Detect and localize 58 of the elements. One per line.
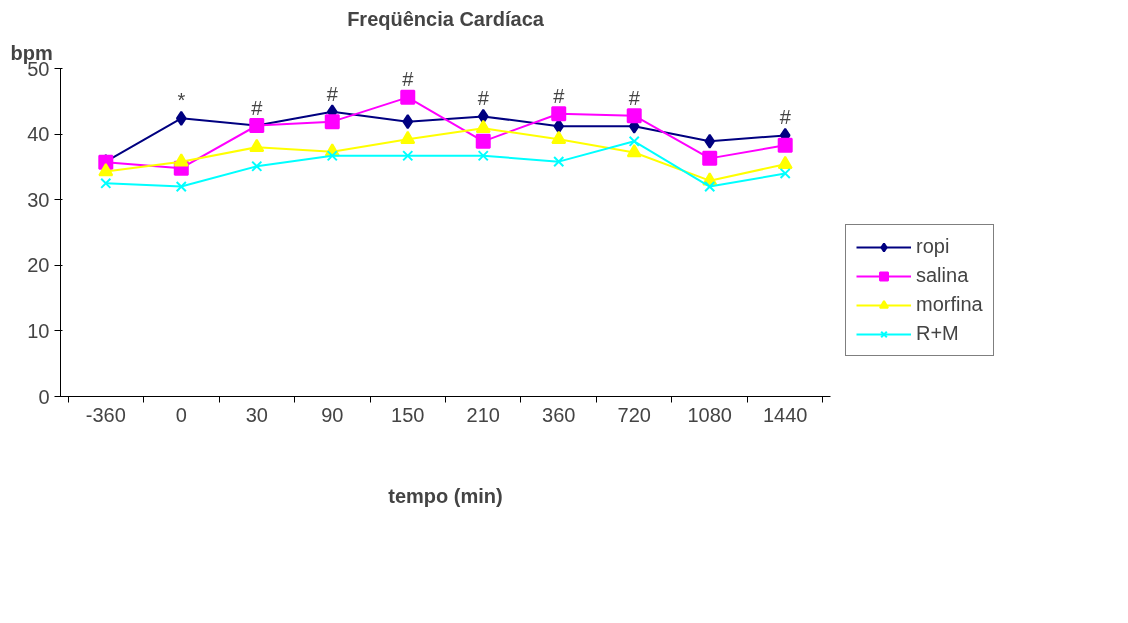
point xyxy=(402,150,414,162)
point xyxy=(777,137,793,153)
x-tick-label: -360 xyxy=(85,403,126,426)
point xyxy=(173,153,189,167)
point xyxy=(249,138,265,152)
point xyxy=(324,114,340,130)
x-tick-label: 1440 xyxy=(762,403,808,426)
annotation: # xyxy=(779,106,792,129)
y-tick-label: 0 xyxy=(38,385,50,408)
annotation: # xyxy=(326,82,339,105)
point xyxy=(475,133,491,149)
point xyxy=(551,130,567,145)
point xyxy=(551,106,567,122)
point xyxy=(251,160,263,172)
point xyxy=(777,155,793,170)
legend-label: R+M xyxy=(916,322,959,345)
point xyxy=(100,177,112,189)
point xyxy=(477,108,489,124)
legend-label: ropi xyxy=(916,235,950,258)
x-tick-label: 150 xyxy=(391,403,425,426)
y-tick-label: 40 xyxy=(27,123,50,146)
point xyxy=(628,135,640,147)
annotation: # xyxy=(628,86,641,109)
point xyxy=(553,156,565,168)
point xyxy=(626,108,642,124)
x-axis-title: tempo (min) xyxy=(388,484,503,507)
annotation: # xyxy=(553,84,566,107)
x-tick-label: 0 xyxy=(175,403,187,426)
point xyxy=(477,150,489,162)
annotation: * xyxy=(177,89,186,112)
point xyxy=(98,162,114,177)
x-tick-label: 720 xyxy=(617,403,651,426)
x-tick-label: 1080 xyxy=(687,403,732,426)
annotation: # xyxy=(251,96,264,119)
point xyxy=(475,119,491,133)
point xyxy=(326,150,338,162)
point xyxy=(402,114,414,130)
point xyxy=(704,133,716,149)
x-tick-label: 210 xyxy=(466,403,500,426)
point xyxy=(400,89,416,105)
x-tick-label: 90 xyxy=(321,403,344,426)
point xyxy=(175,180,187,193)
chart-title: Freqüência Cardíaca xyxy=(347,7,545,30)
y-tick-label: 30 xyxy=(27,188,50,211)
y-tick-label: 10 xyxy=(27,319,50,342)
legend-label: salina xyxy=(916,264,969,287)
annotation: # xyxy=(402,68,415,91)
x-tick-label: 360 xyxy=(542,403,576,426)
point xyxy=(702,150,718,166)
point xyxy=(175,110,187,126)
point xyxy=(400,130,416,145)
y-tick-label: 20 xyxy=(27,254,50,277)
annotation: # xyxy=(477,87,490,110)
point xyxy=(779,167,791,180)
legend-label: morfina xyxy=(916,293,983,316)
point xyxy=(704,180,716,193)
point xyxy=(626,143,642,158)
x-tick-label: 30 xyxy=(245,403,268,426)
